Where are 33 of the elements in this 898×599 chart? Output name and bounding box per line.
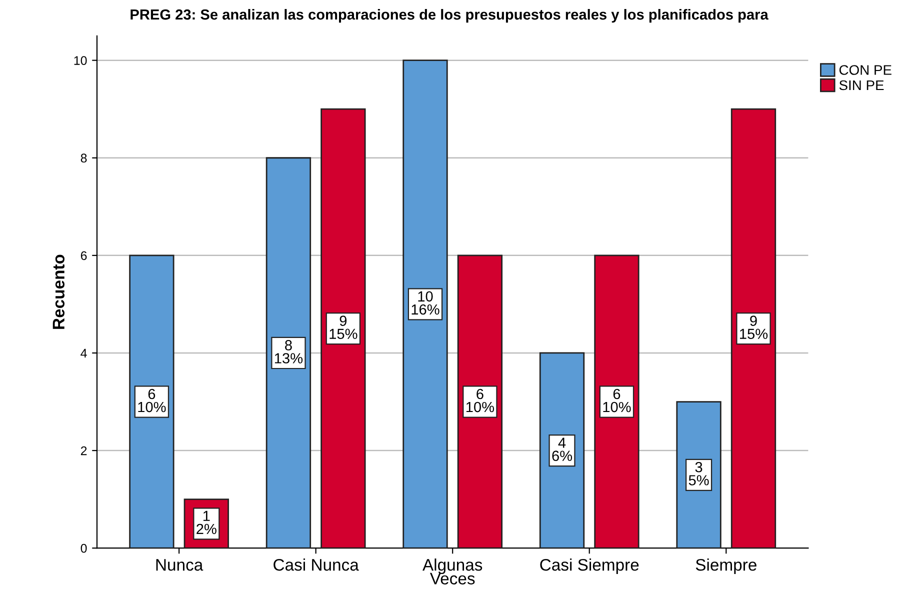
- data-label: 10 16%: [412, 291, 440, 315]
- x-tick-label: Casi Siempre: [540, 558, 639, 574]
- chart-title: PREG 23: Se analizan las comparaciones de los presupuestos reales y los planificados para: [130, 8, 768, 23]
- y-tick-label: 6: [80, 251, 87, 260]
- data-label: 3 5%: [688, 462, 709, 486]
- bar: [594, 254, 640, 548]
- bar: [539, 352, 585, 548]
- data-label: 6 10%: [466, 388, 494, 412]
- y-tick-label: 2: [80, 446, 87, 456]
- y-axis-title: Recuento: [52, 254, 65, 329]
- x-tick-label: Nunca: [156, 559, 204, 571]
- x-tick-label: Siempre: [696, 558, 756, 574]
- x-tick-label: Algunas Veces: [422, 558, 482, 584]
- bar: [402, 60, 448, 548]
- x-tick-label: Casi Nunca: [274, 558, 359, 571]
- data-label: 9 15%: [330, 316, 358, 340]
- data-label: 4 6%: [552, 438, 572, 461]
- y-tick-label: 0: [80, 544, 87, 553]
- legend-label: SIN PE: [839, 80, 884, 90]
- y-tick-label: 4: [80, 348, 87, 358]
- legend-label: CON PE: [839, 65, 892, 75]
- bar: [129, 254, 174, 548]
- y-tick-label: 10: [74, 56, 87, 65]
- data-label: 6 10%: [138, 388, 166, 412]
- data-label: 1 2%: [196, 510, 216, 534]
- bar: [266, 157, 312, 548]
- data-label: 6 10%: [603, 388, 631, 412]
- y-tick-label: 8: [80, 154, 87, 163]
- bar: [730, 108, 776, 548]
- bar: [457, 254, 503, 548]
- data-label: 8 13%: [274, 340, 303, 364]
- data-label: 9 15%: [740, 316, 768, 340]
- bar: [320, 108, 366, 548]
